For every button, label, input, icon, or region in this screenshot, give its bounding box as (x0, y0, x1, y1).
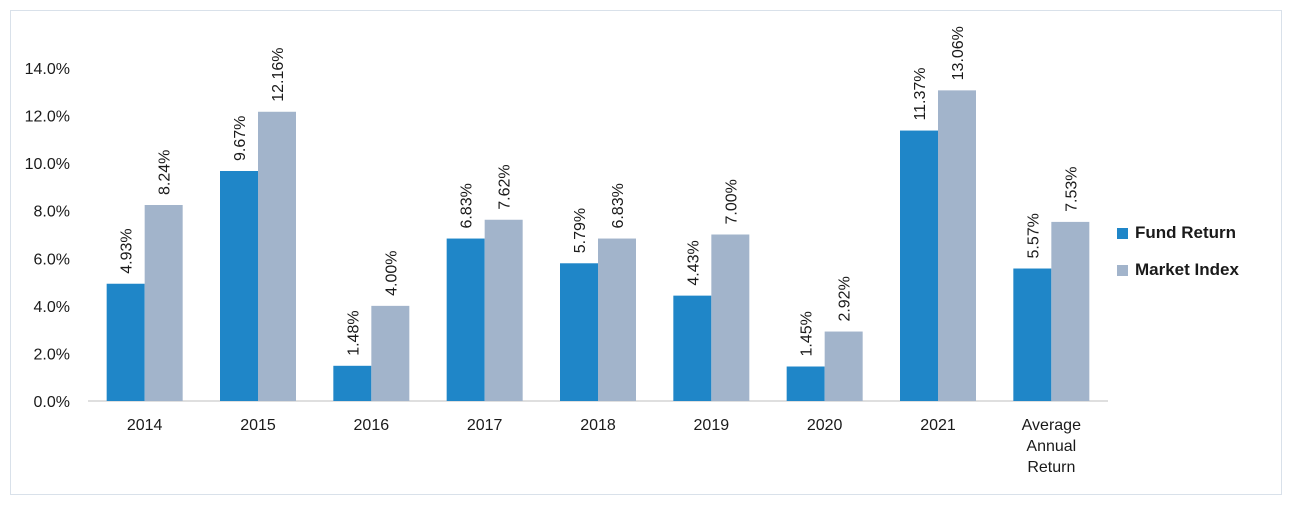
fund-return-bar (900, 130, 938, 401)
market-index-data-label: 6.83% (610, 183, 627, 228)
market-index-bar (711, 234, 750, 401)
legend-swatch-market-index (1117, 265, 1128, 276)
legend-label-fund-return: Fund Return (1135, 223, 1236, 242)
x-tick-label: 2019 (694, 417, 730, 434)
legend-label-market-index: Market Index (1135, 260, 1239, 279)
y-tick-label: 12.0% (25, 109, 70, 126)
fund-return-data-label: 4.43% (685, 240, 702, 285)
fund-return-bar (220, 170, 258, 401)
fund-return-data-label: 5.79% (572, 208, 589, 253)
fund-return-data-label: 9.67% (232, 116, 249, 161)
market-index-data-label: 7.00% (723, 179, 740, 224)
market-index-bar (371, 305, 410, 401)
y-tick-label: 2.0% (34, 346, 70, 363)
fund-return-data-label: 4.93% (119, 228, 136, 273)
y-tick-label: 8.0% (34, 204, 70, 221)
market-index-data-label: 7.53% (1063, 167, 1080, 212)
market-index-data-label: 12.16% (270, 48, 287, 102)
legend-swatch-fund-return (1117, 228, 1128, 239)
market-index-bar (938, 90, 976, 401)
market-index-data-label: 7.62% (497, 164, 514, 209)
x-tick-label: Average (1022, 417, 1081, 434)
fund-return-bar (446, 238, 485, 401)
x-tick-label: 2018 (580, 417, 616, 434)
x-tick-label: 2016 (354, 417, 390, 434)
x-tick-label: 2017 (467, 417, 503, 434)
market-index-bar (1051, 221, 1090, 401)
fund-return-bar (1013, 268, 1052, 401)
market-index-data-label: 8.24% (157, 150, 174, 195)
market-index-data-label: 2.92% (837, 276, 854, 321)
market-index-data-label: 4.00% (383, 250, 400, 295)
market-index-bar (258, 111, 296, 401)
x-tick-label: Return (1027, 459, 1075, 476)
fund-return-bar (560, 263, 598, 401)
y-tick-label: 10.0% (25, 156, 70, 173)
fund-return-bar (673, 295, 712, 401)
fund-return-data-label: 1.48% (345, 310, 362, 355)
y-tick-label: 6.0% (34, 251, 70, 268)
x-tick-label: Annual (1026, 438, 1076, 455)
fund-return-data-label: 1.45% (799, 311, 816, 356)
market-index-data-label: 13.06% (950, 26, 967, 80)
x-tick-label: 2015 (240, 417, 276, 434)
fund-return-data-label: 11.37% (912, 67, 929, 120)
fund-return-bar (333, 365, 372, 401)
y-tick-label: 4.0% (34, 299, 70, 316)
fund-return-data-label: 6.83% (459, 183, 476, 228)
fund-return-bar (106, 283, 145, 401)
y-tick-label: 0.0% (34, 394, 70, 411)
fund-return-bar (786, 366, 825, 401)
market-index-bar (598, 238, 636, 401)
market-index-bar (484, 219, 523, 401)
fund-return-data-label: 5.57% (1025, 213, 1042, 258)
x-tick-label: 2014 (127, 417, 163, 434)
x-tick-label: 2021 (920, 417, 956, 434)
y-tick-label: 14.0% (25, 61, 70, 78)
x-tick-label: 2020 (807, 417, 843, 434)
market-index-bar (144, 205, 183, 401)
market-index-bar (824, 331, 863, 401)
